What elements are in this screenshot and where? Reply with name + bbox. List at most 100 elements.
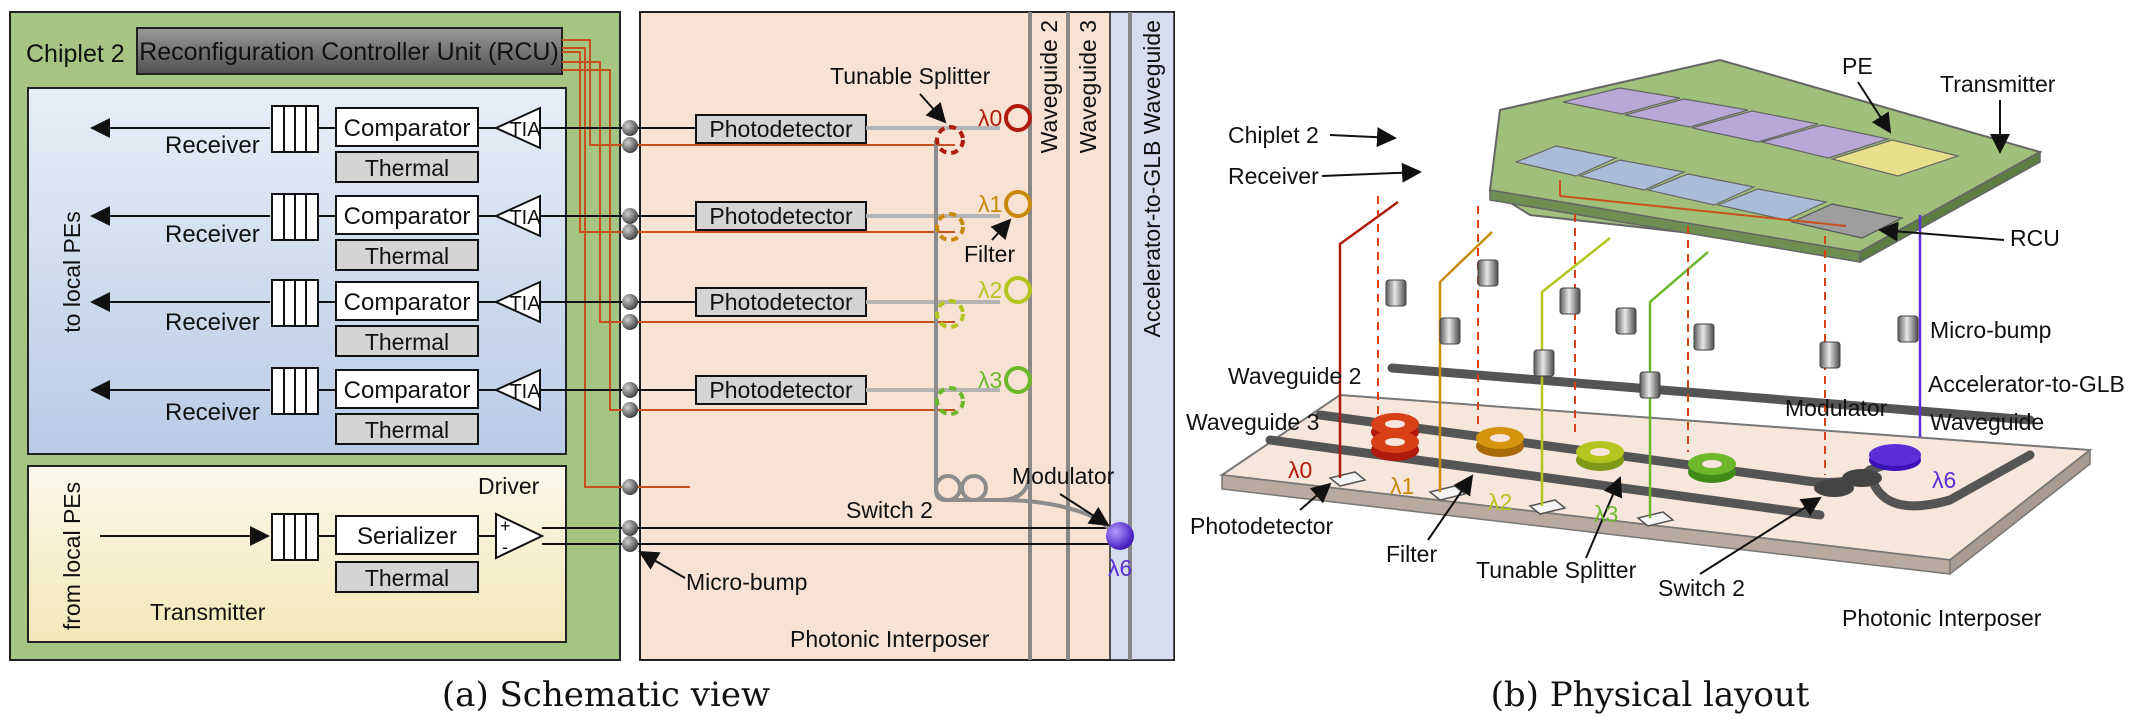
thermal-box: [335, 151, 479, 183]
thermal-box: [335, 325, 479, 357]
transmitter-label: Transmitter: [1940, 71, 2056, 97]
switch-ring: [960, 474, 988, 502]
lambda-6-label: λ6: [1108, 555, 1132, 581]
modulator-label: Modulator: [1012, 463, 1115, 489]
filter-rings: [1004, 104, 1032, 394]
micro-bump-cylinder: [1615, 307, 1637, 335]
physical-layout: Chiplet 2 Receiver PE Transmitter RCU Mi…: [1186, 53, 2125, 715]
modulator-pointer: [1059, 493, 1110, 527]
filter-ring: [1004, 190, 1032, 218]
schematic-caption: (a) Schematic view: [442, 675, 770, 715]
photodetector-label: Photodetector: [709, 116, 853, 142]
receiver-row-0: Receiver Comparator Thermal TIA: [90, 105, 630, 183]
waveguide-2-label: Waveguide 2: [1036, 20, 1062, 153]
lambda-1-label: λ1: [978, 191, 1002, 217]
chiplet-control-wires: [1559, 180, 1847, 227]
receiver-label: Receiver: [165, 221, 260, 248]
interposer-rings: [1371, 413, 1921, 497]
comparator-label: Comparator: [344, 377, 471, 404]
glb-waveguide-label: Accelerator-to-GLB Waveguide: [1139, 20, 1165, 337]
waveguide-3-label: Waveguide 3: [1186, 409, 1319, 435]
micro-bump: [622, 536, 638, 552]
chiplet-plate-side: [1859, 150, 2041, 264]
chiplet-2-label: Chiplet 2: [1228, 122, 1319, 148]
photodetector-box: [695, 287, 867, 317]
serializer-label: Serializer: [357, 523, 457, 550]
micro-bump-cylinder: [1819, 341, 1841, 369]
micro-bump: [622, 224, 638, 240]
micro-bump: [622, 382, 638, 398]
comparator-label: Comparator: [344, 115, 471, 142]
filter-ring: [1004, 366, 1032, 394]
receiver-label: Receiver: [165, 132, 260, 159]
glb-waveguide-band: [1109, 11, 1175, 661]
tunable-splitter-pointer: [919, 93, 947, 124]
driver-minus: -: [502, 537, 508, 557]
micro-bump: [622, 208, 638, 224]
tunable-splitter-label: Tunable Splitter: [830, 63, 991, 89]
interposer-plate-side: [1949, 448, 2091, 576]
thermal-label: Thermal: [365, 155, 449, 181]
micro-bump-cylinder: [1477, 259, 1499, 287]
tunable-splitter-ring: [935, 212, 965, 242]
thermal-label: Thermal: [365, 329, 449, 355]
switch-pointer: [1699, 496, 1822, 575]
thermal-label: Thermal: [365, 565, 449, 591]
receiver-label: Receiver: [1228, 163, 1319, 189]
micro-bump-cylinder: [1639, 371, 1661, 399]
tia-label: TIA: [509, 119, 541, 141]
photonic-interposer-label: Photonic Interposer: [1842, 605, 2042, 631]
receiver-row-1: Receiver Comparator Thermal TIA: [90, 193, 630, 271]
micro-bump: [622, 479, 638, 495]
transmitter-label: Transmitter: [150, 599, 266, 625]
receiver-row-2: Receiver Comparator Thermal TIA: [90, 279, 630, 357]
driver-amplifier: [495, 512, 545, 560]
micro-bump: [622, 402, 638, 418]
lambda-0-label: λ0: [978, 105, 1002, 131]
modulator-ring: [1106, 522, 1134, 550]
photodetector-label: Photodetector: [1190, 513, 1334, 539]
photonic-interposer-label: Photonic Interposer: [790, 626, 990, 652]
micro-bump-cylinder: [1693, 323, 1715, 351]
driver-label: Driver: [478, 473, 540, 499]
receiver-label: Receiver: [165, 309, 260, 336]
micro-bump-cylinders: [1385, 259, 1919, 399]
switch-label: Switch 2: [846, 497, 933, 523]
receiver-row-3: Receiver Comparator Thermal TIA: [90, 367, 630, 445]
thermal-box: [335, 239, 479, 271]
modulator-label: Modulator: [1785, 395, 1888, 421]
thermal-box: [335, 413, 479, 445]
photodetector-label: Photodetector: [709, 377, 853, 403]
micro-bump-cylinder: [1385, 279, 1407, 307]
tunable-splitters: [935, 125, 965, 416]
thermal-label: Thermal: [365, 417, 449, 443]
pe-label: PE: [1842, 53, 1873, 79]
micro-bump: [622, 294, 638, 310]
rcu-pointer: [1878, 221, 2005, 242]
lambda-2-label: λ2: [1488, 489, 1512, 515]
micro-bump: [622, 520, 638, 536]
micro-bump-label: Micro-bump: [686, 569, 807, 595]
physical-caption: (b) Physical layout: [1491, 675, 1810, 715]
receiver-rows: Receiver Comparator Thermal TIA Receiver: [90, 105, 630, 445]
from-local-pes-label: from local PEs: [59, 482, 85, 630]
photodetector-label: Photodetector: [709, 289, 853, 315]
micro-bump-cylinder: [1897, 315, 1919, 343]
micro-bump-pointer: [638, 550, 686, 579]
filter-pointer: [990, 218, 1012, 241]
rcu-tile: [1790, 203, 1904, 239]
thermal-box: [335, 561, 479, 593]
to-local-pes-label: to local PEs: [59, 211, 85, 332]
rcu-control-wires: [562, 39, 955, 488]
receiver-label: Receiver: [165, 399, 260, 426]
comparator-box: [335, 281, 479, 321]
switch-label: Switch 2: [1658, 575, 1745, 601]
schematic-view: Chiplet 2 Reconfiguration Controller Uni…: [9, 11, 1175, 715]
rcu-label: Reconfiguration Controller Unit (RCU): [139, 38, 559, 66]
receiver-pointer: [1321, 162, 1422, 183]
comparator-box: [335, 107, 479, 147]
waveguide-3-label: Waveguide 3: [1075, 20, 1101, 153]
chiplet-2-label: Chiplet 2: [26, 40, 125, 68]
lambda-2-label: λ2: [978, 277, 1002, 303]
transmitter-row: Serializer Thermal + - Driver Transmitte…: [100, 473, 1110, 625]
